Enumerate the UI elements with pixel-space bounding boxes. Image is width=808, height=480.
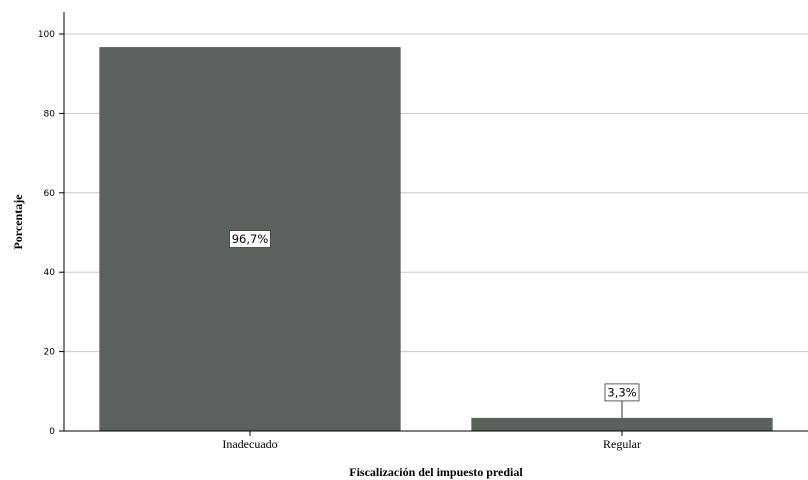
- data-labels: 96,7% 3,3%: [229, 230, 640, 418]
- x-axis-ticks: Inadecuado Regular: [222, 431, 641, 451]
- y-tick-label: 0: [49, 427, 55, 437]
- y-tick-label: 80: [44, 109, 56, 119]
- y-tick-label: 60: [44, 189, 56, 199]
- x-axis-title: Fiscalización del impuesto predial: [349, 465, 523, 479]
- data-label: 96,7%: [232, 232, 269, 246]
- bar-regular: [471, 417, 773, 431]
- x-tick-label: Regular: [603, 437, 641, 451]
- data-label: 3,3%: [607, 385, 636, 399]
- y-axis-title: Porcentaje: [11, 194, 25, 250]
- x-tick-label: Inadecuado: [222, 437, 277, 451]
- data-label-box: [604, 383, 640, 402]
- y-tick-label: 100: [38, 30, 55, 40]
- y-tick-label: 20: [44, 348, 56, 358]
- y-tick-label: 40: [44, 268, 56, 278]
- data-label-box: [229, 230, 271, 248]
- y-axis-ticks: 0 20 40 60 80 100: [38, 30, 64, 437]
- bars: [99, 47, 773, 431]
